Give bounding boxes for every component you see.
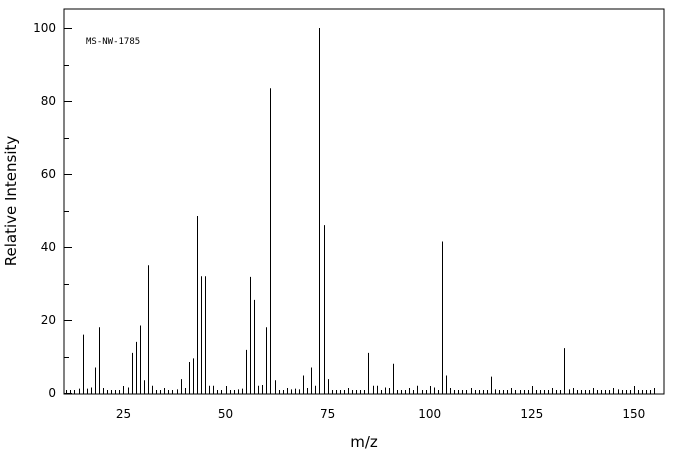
y-tick-label: 60	[41, 167, 56, 181]
x-tick-label: 50	[218, 407, 233, 421]
x-tick-label: 100	[418, 407, 441, 421]
y-tick-label: 20	[41, 313, 56, 327]
y-tick-label: 80	[41, 94, 56, 108]
y-tick-label: 0	[48, 386, 56, 400]
y-tick-label: 40	[41, 240, 56, 254]
x-tick-label: 150	[622, 407, 645, 421]
x-tick-label: 25	[116, 407, 131, 421]
x-axis-ticks: 25 50 75 100 125 150	[66, 386, 655, 421]
y-axis-ticks: 0 20 40 60 80 100	[33, 21, 72, 400]
plot-frame	[63, 8, 665, 395]
peaks-layer	[79, 28, 619, 393]
x-axis-title: m/z	[350, 433, 378, 451]
x-tick-label: 75	[320, 407, 335, 421]
spectrum-id-annotation: MS-NW-1785	[86, 37, 140, 47]
y-tick-label: 100	[33, 21, 56, 35]
x-tick-label: 125	[520, 407, 543, 421]
y-axis-title: Relative Intensity	[2, 136, 20, 267]
